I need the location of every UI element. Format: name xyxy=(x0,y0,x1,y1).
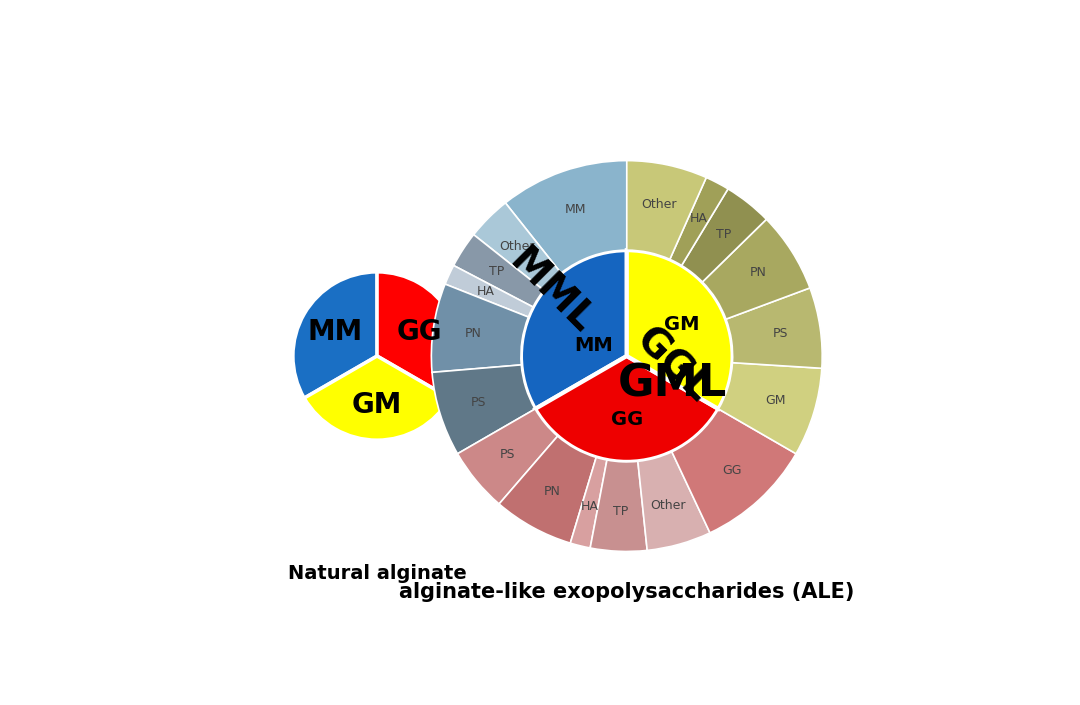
Text: alginate-like exopolysaccharides (ALE): alginate-like exopolysaccharides (ALE) xyxy=(400,582,854,602)
Wedge shape xyxy=(499,436,596,543)
Wedge shape xyxy=(431,284,528,372)
Wedge shape xyxy=(726,288,822,368)
Wedge shape xyxy=(454,235,544,307)
Wedge shape xyxy=(505,161,626,273)
Text: PS: PS xyxy=(471,396,486,409)
Wedge shape xyxy=(377,272,461,398)
Wedge shape xyxy=(570,458,607,548)
Wedge shape xyxy=(672,409,796,533)
Text: HA: HA xyxy=(581,500,598,513)
Wedge shape xyxy=(626,250,732,409)
Wedge shape xyxy=(718,362,822,454)
Text: Other: Other xyxy=(651,499,686,512)
Wedge shape xyxy=(458,409,557,504)
Wedge shape xyxy=(293,272,377,398)
Text: MM: MM xyxy=(575,336,612,355)
Text: PS: PS xyxy=(500,448,515,461)
Wedge shape xyxy=(702,219,810,319)
Wedge shape xyxy=(432,365,535,454)
Text: Natural alginate: Natural alginate xyxy=(287,564,467,582)
Wedge shape xyxy=(638,452,710,551)
Text: GML: GML xyxy=(618,362,727,405)
Wedge shape xyxy=(445,266,532,317)
Text: GGL: GGL xyxy=(629,321,718,410)
Text: HA: HA xyxy=(476,285,495,298)
Text: MM: MM xyxy=(565,203,586,216)
Text: GG: GG xyxy=(723,464,742,477)
Text: PN: PN xyxy=(464,327,482,340)
Text: TP: TP xyxy=(716,228,731,241)
Text: PN: PN xyxy=(750,266,766,279)
Text: GM: GM xyxy=(664,314,700,333)
Text: MM: MM xyxy=(307,318,363,345)
Wedge shape xyxy=(521,250,626,409)
Text: GM: GM xyxy=(352,391,402,419)
Text: TP: TP xyxy=(489,265,504,278)
Text: HA: HA xyxy=(690,212,707,225)
Text: GG: GG xyxy=(396,318,442,345)
Text: Other: Other xyxy=(499,240,535,253)
Wedge shape xyxy=(305,356,450,440)
Wedge shape xyxy=(590,460,647,551)
Text: MML: MML xyxy=(501,242,600,341)
Wedge shape xyxy=(535,356,718,462)
Text: PN: PN xyxy=(543,486,561,498)
Wedge shape xyxy=(670,178,728,266)
Text: GM: GM xyxy=(765,394,785,407)
Text: PS: PS xyxy=(772,327,788,340)
Wedge shape xyxy=(681,189,767,282)
Text: Other: Other xyxy=(642,198,677,211)
Text: GG: GG xyxy=(610,410,643,429)
Text: TP: TP xyxy=(612,505,627,517)
Wedge shape xyxy=(626,161,706,259)
Wedge shape xyxy=(474,203,561,290)
